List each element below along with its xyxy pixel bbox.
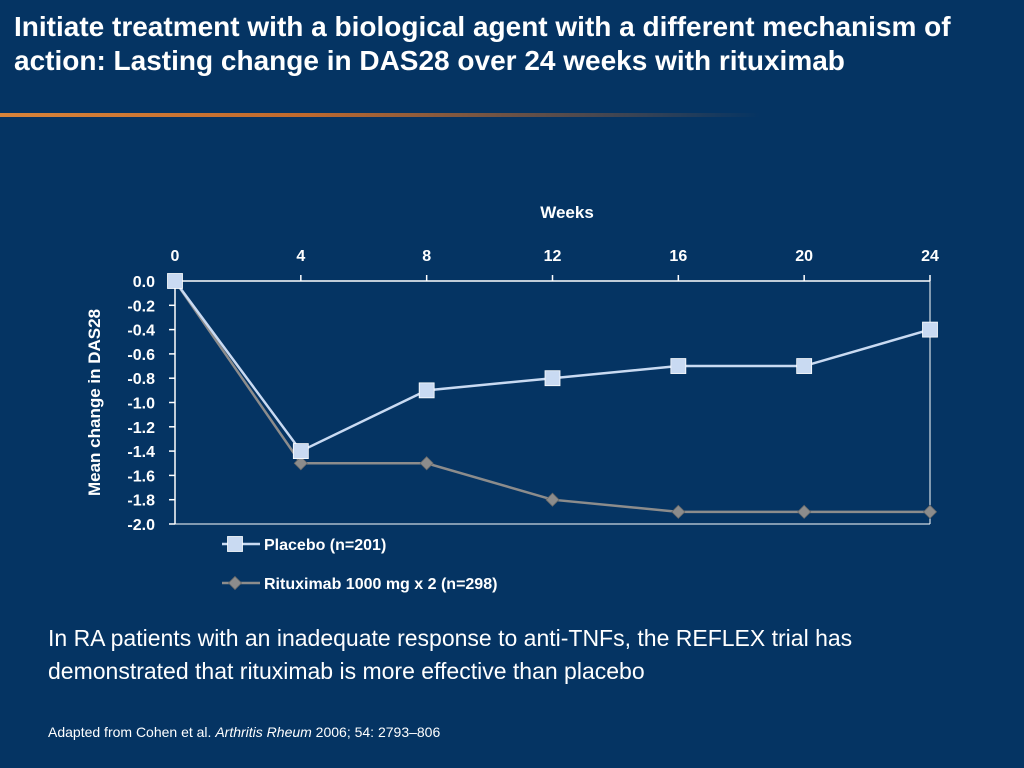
y-axis-title: Mean change in DAS28 [85, 309, 104, 496]
y-tick-label: -1.8 [127, 493, 155, 510]
legend-marker [227, 536, 243, 552]
x-axis-title: Weeks [540, 203, 594, 222]
rituximab-point [545, 492, 560, 507]
x-tick-label: 8 [422, 248, 431, 265]
das28-line-chart: Weeks Mean change in DAS28 0 4 8 12 16 20 24 0… [85, 203, 939, 593]
placebo-line [173, 280, 931, 453]
legend-label: Placebo (n=201) [264, 537, 386, 554]
legend-item-rituximab: Rituximab 1000 mg x 2 (n=298) [222, 575, 497, 593]
rituximab-point [797, 504, 812, 519]
legend-marker [227, 575, 243, 591]
summary-text: In RA patients with an inadequate respon… [48, 625, 853, 684]
y-tick-label: 0.0 [133, 274, 155, 291]
x-tick-label: 24 [921, 248, 939, 265]
x-tick-label: 4 [296, 248, 305, 265]
citation-suffix: 2006; 54: 2793–806 [311, 724, 441, 740]
rituximab-point [293, 456, 308, 471]
rituximab-point [419, 456, 434, 471]
chart-axes [169, 275, 931, 525]
citation: Adapted from Cohen et al. Arthritis Rheu… [48, 724, 440, 740]
placebo-point [670, 358, 687, 374]
y-tick-label: -1.6 [127, 468, 155, 485]
legend-label: Rituximab 1000 mg x 2 (n=298) [264, 576, 497, 593]
chart-series [167, 273, 938, 519]
x-tick-label: 16 [669, 248, 687, 265]
chart-legend: Placebo (n=201) Rituximab 1000 mg x 2 (n=… [222, 536, 497, 593]
x-tick-label: 20 [795, 248, 813, 265]
y-tick-label: -0.2 [127, 298, 155, 315]
placebo-point [544, 370, 561, 387]
y-tick-label: -1.4 [127, 444, 155, 461]
placebo-point [796, 358, 813, 374]
y-tick-label: -0.8 [127, 371, 155, 388]
legend-item-placebo: Placebo (n=201) [222, 536, 386, 554]
series-placebo [167, 273, 938, 460]
series-rituximab [167, 273, 938, 519]
x-tick-label: 0 [171, 248, 180, 265]
y-tick-label: -1.0 [127, 396, 155, 413]
y-tick-label: -1.2 [127, 420, 155, 437]
placebo-point [292, 443, 309, 460]
y-tick-labels: 0.0 -0.2 -0.4 -0.6 -0.8 -1.0 -1.2 -1.4 -1.6 -1.8 -… [127, 274, 155, 534]
y-tick-label: -0.6 [127, 347, 155, 364]
placebo-point [922, 321, 938, 338]
title-accent-rule [0, 113, 760, 117]
rituximab-line [173, 280, 930, 514]
x-tick-labels: 0 4 8 12 16 20 24 [171, 248, 939, 265]
y-tick-label: -0.4 [127, 323, 155, 340]
placebo-point [418, 382, 435, 399]
y-tick-label: -2.0 [127, 517, 155, 534]
citation-prefix: Adapted from Cohen et al. [48, 724, 216, 740]
x-tick-label: 12 [544, 248, 562, 265]
placebo-point [167, 273, 183, 289]
rituximab-point [671, 504, 686, 519]
citation-journal: Arthritis Rheum [215, 724, 312, 740]
rituximab-point [922, 504, 938, 519]
slide-title: Initiate treatment with a biological age… [14, 11, 951, 76]
